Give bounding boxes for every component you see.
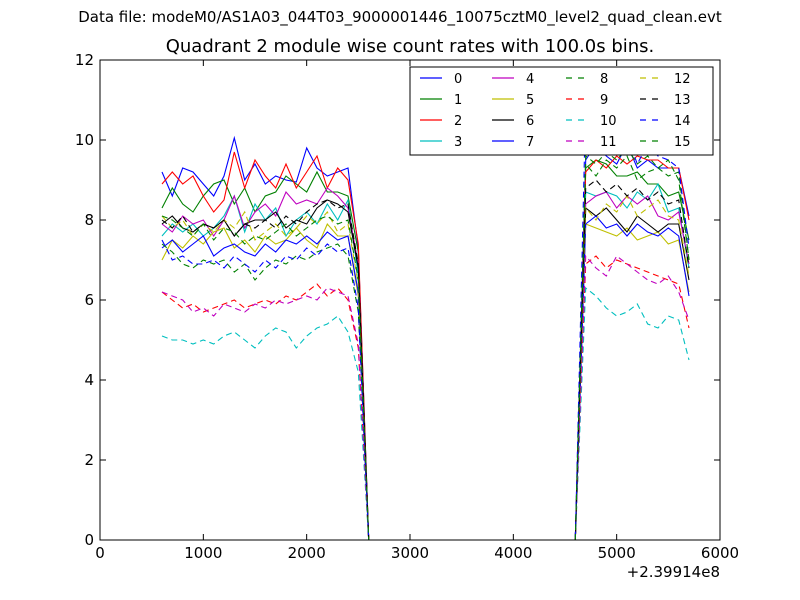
legend-item-0: 0 [420, 72, 462, 87]
y-tick-label: 8 [84, 211, 94, 229]
legend-item-5: 5 [492, 93, 534, 108]
legend-label: 0 [454, 72, 462, 87]
legend-label: 1 [454, 93, 462, 108]
series-line-12 [161, 194, 690, 541]
legend-label: 7 [526, 135, 534, 150]
legend-item-9: 9 [566, 93, 608, 108]
legend-label: 15 [674, 135, 691, 150]
y-tick-label: 2 [84, 451, 94, 469]
legend-item-1: 1 [420, 93, 462, 108]
x-tick-label: 5000 [598, 544, 636, 562]
legend-label: 12 [674, 72, 691, 87]
x-tick-label: 2000 [288, 544, 326, 562]
legend-label: 2 [454, 114, 462, 129]
series-line-6 [161, 199, 690, 541]
y-tick-label: 6 [84, 291, 94, 309]
legend-label: 9 [600, 93, 608, 108]
legend-label: 6 [526, 114, 534, 129]
legend-item-3: 3 [420, 135, 462, 150]
series-line-5 [161, 222, 690, 541]
figure-suptitle: Data file: modeM0/AS1A03_044T03_90000014… [78, 8, 722, 26]
x-tick-label: 6000 [701, 544, 739, 562]
series-line-9 [161, 255, 690, 541]
x-tick-label: 4000 [494, 544, 532, 562]
legend-item-13: 13 [640, 93, 691, 108]
x-tick-label: 3000 [391, 544, 429, 562]
legend-label: 4 [526, 72, 534, 87]
legend-label: 8 [600, 72, 608, 87]
series-line-10 [161, 286, 690, 541]
x-offset-label: +2.39914e8 [627, 563, 720, 581]
legend-item-11: 11 [566, 135, 617, 150]
x-tick-label: 0 [95, 544, 105, 562]
legend-item-15: 15 [640, 135, 691, 150]
series-line-4 [161, 187, 690, 541]
legend-label: 11 [600, 135, 617, 150]
series-layer [161, 103, 690, 541]
legend-label: 5 [526, 93, 534, 108]
legend-label: 10 [600, 114, 617, 129]
series-line-8 [161, 154, 690, 541]
y-tick-label: 4 [84, 371, 94, 389]
legend-item-7: 7 [492, 135, 534, 150]
series-line-3 [161, 182, 690, 541]
legend-item-14: 14 [640, 114, 691, 129]
legend-item-4: 4 [492, 72, 534, 87]
legend-label: 14 [674, 114, 691, 129]
legend-item-8: 8 [566, 72, 608, 87]
legend-label: 13 [674, 93, 691, 108]
legend-item-2: 2 [420, 114, 462, 129]
y-tick-label: 0 [84, 531, 94, 549]
legend-label: 3 [454, 135, 462, 150]
series-line-2 [161, 151, 690, 541]
legend-item-12: 12 [640, 72, 691, 87]
y-tick-label: 10 [75, 131, 94, 149]
legend-item-10: 10 [566, 114, 617, 129]
chart-title: Quadrant 2 module wise count rates with … [165, 36, 655, 57]
series-line-11 [161, 254, 690, 541]
y-tick-label: 12 [75, 51, 94, 69]
legend-item-6: 6 [492, 114, 534, 129]
series-line-13 [161, 179, 690, 541]
series-line-14 [161, 103, 690, 541]
legend-frame [409, 66, 714, 156]
x-tick-label: 1000 [184, 544, 222, 562]
